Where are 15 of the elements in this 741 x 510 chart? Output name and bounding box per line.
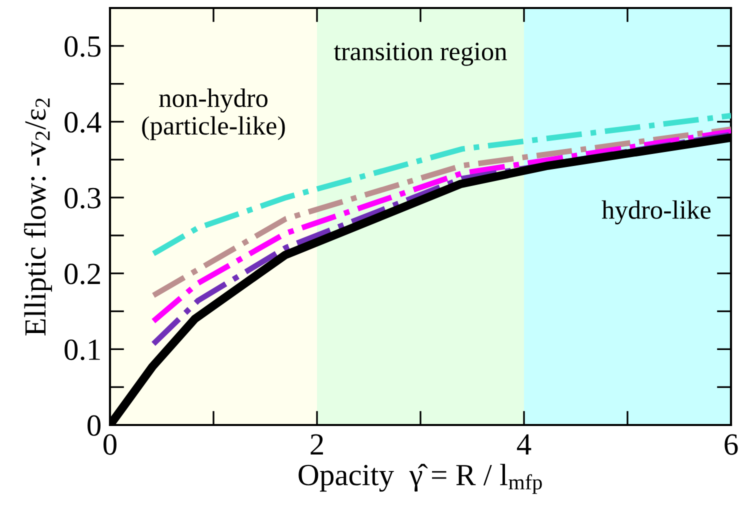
x-tick-label: 0 xyxy=(104,434,116,455)
x-axis-title: Opacity γ̂ = R / l$_{mfp}$ xyxy=(298,464,542,494)
y-tick-label: 0.1 xyxy=(64,339,100,360)
y-tick-label: 0 xyxy=(88,415,100,436)
y-tick-label: 0.4 xyxy=(64,112,102,133)
band-label: transition region xyxy=(334,42,507,66)
x-tick-label: 2 xyxy=(310,434,323,455)
x-tick-label: 4 xyxy=(516,434,532,455)
y-axis-title: Elliptic flow: -v$_{2}$/ε$_{2}$ xyxy=(24,98,52,336)
y-tick-label: 0.5 xyxy=(64,36,100,57)
x-tick-label: 6 xyxy=(724,434,738,455)
band-label: hydro-like xyxy=(602,200,711,224)
y-tick-label: 0.3 xyxy=(64,188,100,209)
band-label: non-hydro (particle-like) xyxy=(142,88,285,140)
y-tick-label: 0.2 xyxy=(64,264,100,284)
